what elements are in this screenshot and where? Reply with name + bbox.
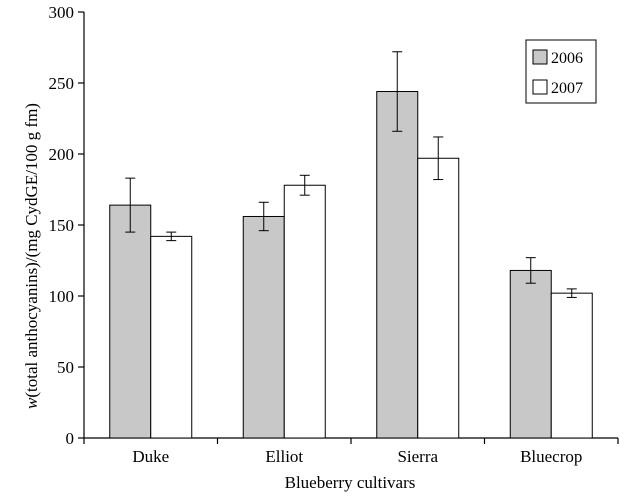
legend-swatch-2006 bbox=[532, 49, 548, 65]
x-tick-label: Sierra bbox=[397, 447, 438, 466]
x-tick-label: Duke bbox=[132, 447, 169, 466]
x-tick-label: Elliot bbox=[265, 447, 303, 466]
y-tick-label: 150 bbox=[49, 216, 75, 235]
bar-2006-sierra bbox=[376, 91, 419, 439]
bar-2007-bluecrop bbox=[550, 292, 593, 439]
legend: 2006 2007 bbox=[525, 39, 597, 104]
legend-label-2007: 2007 bbox=[551, 80, 583, 97]
y-axis-title: w(total anthocyanins)/(mg CydGE/100 g fm… bbox=[22, 103, 41, 409]
bar-2007-duke bbox=[150, 235, 193, 439]
bar-2006-bluecrop bbox=[509, 269, 552, 439]
bars bbox=[109, 91, 593, 439]
x-tick-label: Bluecrop bbox=[520, 447, 582, 466]
y-tick-label: 200 bbox=[49, 145, 75, 164]
legend-swatch-2007 bbox=[532, 79, 548, 95]
error-bars bbox=[125, 51, 577, 298]
y-tick-label: 250 bbox=[49, 74, 75, 93]
y-axis: 0 50 100 150 200 250 300 bbox=[49, 3, 85, 448]
legend-label-2006: 2006 bbox=[551, 50, 583, 67]
bar-2007-elliot bbox=[283, 184, 326, 439]
bar-2006-duke bbox=[109, 204, 152, 439]
bar-2007-sierra bbox=[417, 157, 460, 439]
y-tick-label: 0 bbox=[66, 429, 75, 448]
y-tick-label: 300 bbox=[49, 3, 75, 22]
y-tick-label: 100 bbox=[49, 287, 75, 306]
x-axis-title: Blueberry cultivars bbox=[285, 473, 416, 492]
y-tick-label: 50 bbox=[57, 358, 74, 377]
x-axis: Duke Elliot Sierra Bluecrop bbox=[83, 437, 619, 466]
bar-2006-elliot bbox=[242, 215, 285, 439]
